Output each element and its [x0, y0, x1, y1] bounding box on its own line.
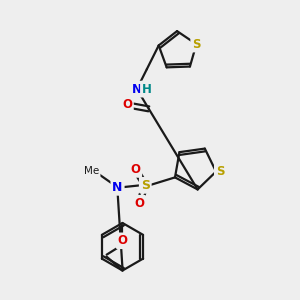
Text: O: O [130, 163, 140, 176]
Text: N: N [112, 181, 123, 194]
Text: N: N [132, 82, 142, 96]
Text: O: O [122, 98, 132, 111]
Text: S: S [192, 38, 201, 51]
Text: O: O [134, 196, 144, 210]
Text: Me: Me [84, 167, 99, 176]
Text: H: H [142, 82, 152, 96]
Text: S: S [141, 179, 150, 192]
Text: S: S [216, 165, 224, 178]
Text: O: O [118, 234, 128, 247]
